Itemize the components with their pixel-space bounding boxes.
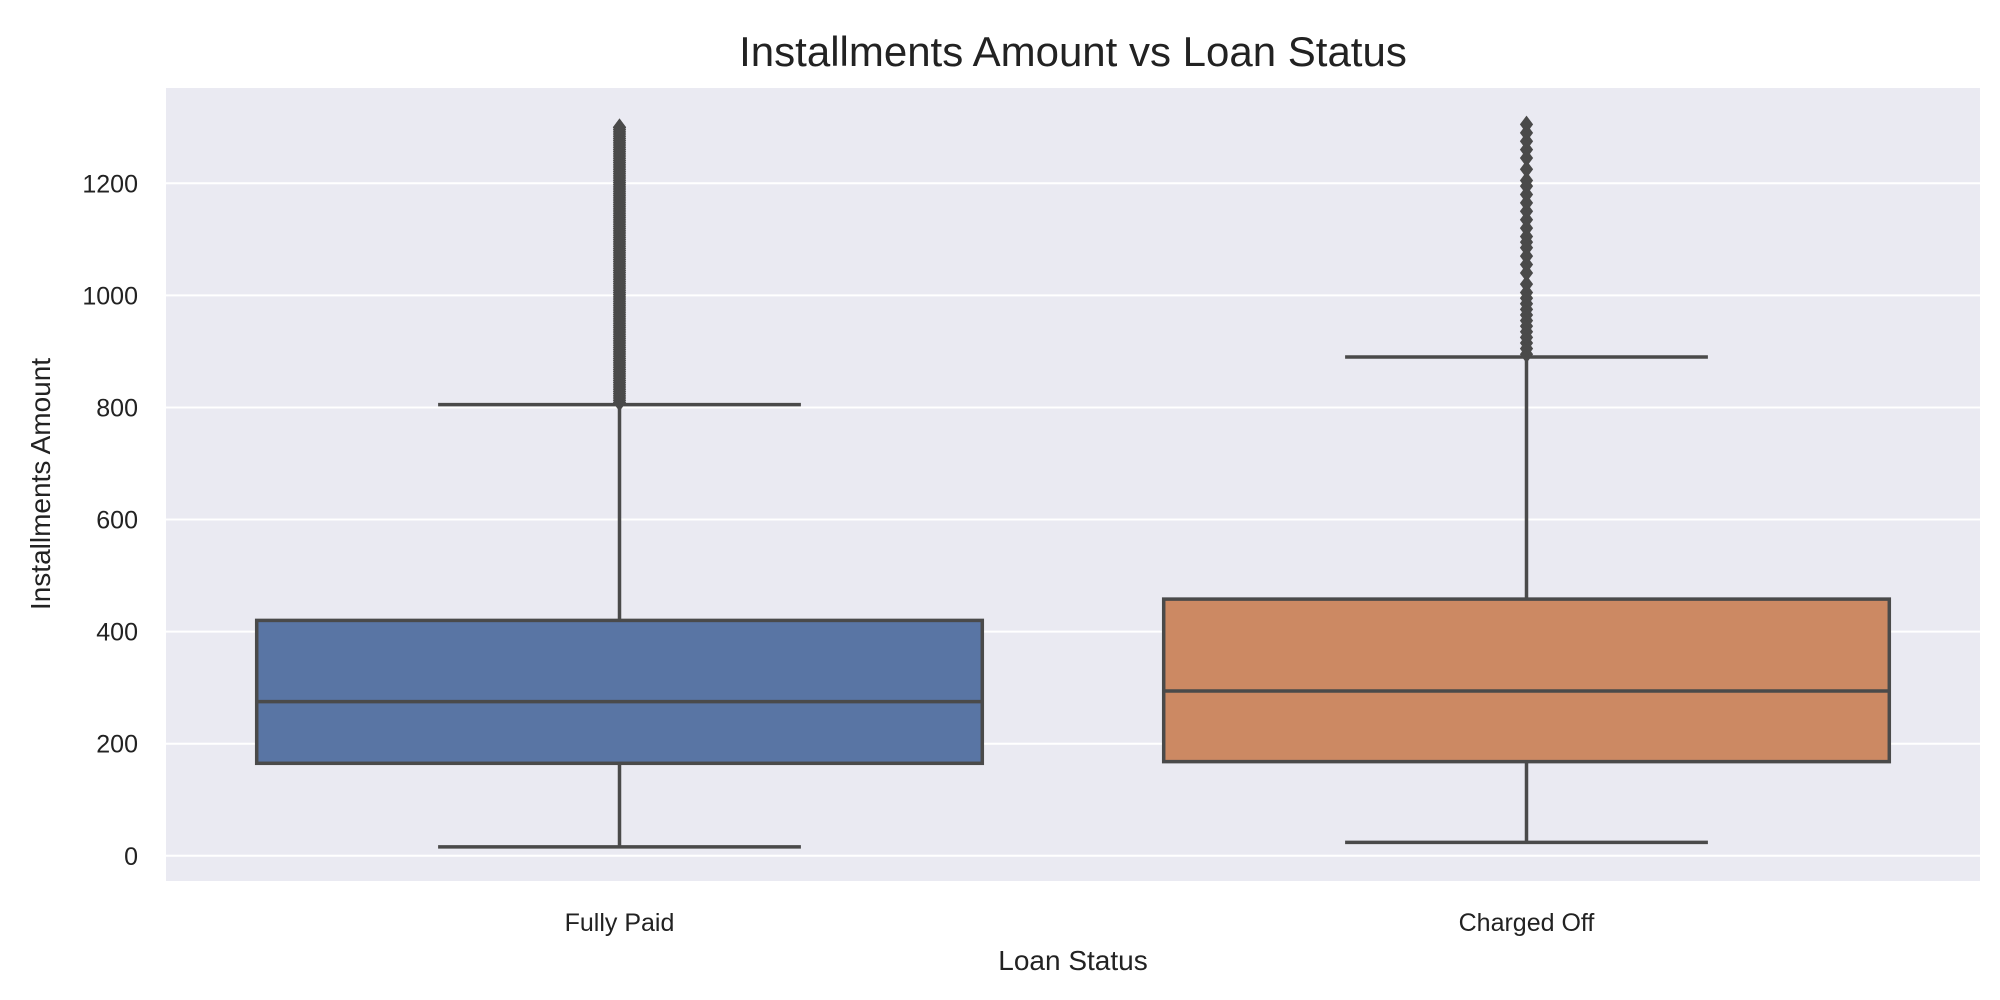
outliers: [1519, 115, 1534, 364]
x-axis-label: Loan Status: [998, 945, 1147, 976]
outlier-point: [1519, 160, 1534, 179]
box-iqr: [1161, 597, 1892, 764]
x-tick-label: Charged Off: [1459, 909, 1595, 937]
outlier-point: [1519, 171, 1534, 190]
y-axis-ticks: 0 200 400 600 800 1000 1200: [82, 170, 138, 871]
boxes: [254, 115, 1892, 849]
y-tick-label: 400: [96, 619, 138, 647]
y-tick-label: 1200: [82, 170, 138, 198]
y-tick-label: 800: [96, 394, 138, 422]
x-axis-ticks: Fully Paid Charged Off: [565, 909, 1595, 937]
outlier-point: [1519, 275, 1534, 293]
box-fully-paid: [254, 118, 985, 849]
chart-title: Installments Amount vs Loan Status: [739, 28, 1407, 75]
box-charged-off: [1161, 115, 1892, 845]
outliers: [612, 118, 627, 412]
y-tick-label: 600: [96, 507, 138, 535]
y-tick-label: 1000: [82, 282, 138, 310]
box-iqr: [254, 618, 985, 766]
outlier-point: [612, 118, 627, 137]
y-axis-label: Installments Amount: [25, 358, 56, 610]
y-tick-label: 0: [124, 843, 138, 871]
y-tick-label: 200: [96, 731, 138, 759]
x-tick-label: Fully Paid: [565, 909, 675, 937]
outlier-point: [1519, 115, 1534, 134]
